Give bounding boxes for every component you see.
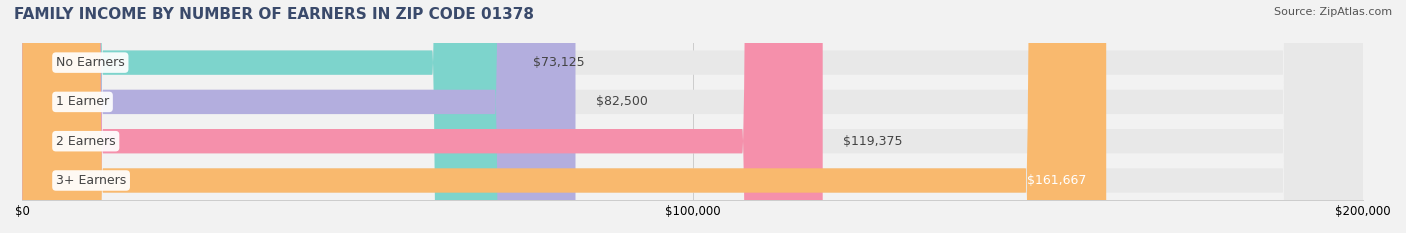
Text: Source: ZipAtlas.com: Source: ZipAtlas.com <box>1274 7 1392 17</box>
Text: FAMILY INCOME BY NUMBER OF EARNERS IN ZIP CODE 01378: FAMILY INCOME BY NUMBER OF EARNERS IN ZI… <box>14 7 534 22</box>
Text: $119,375: $119,375 <box>842 135 903 148</box>
FancyBboxPatch shape <box>22 0 1364 233</box>
Text: 2 Earners: 2 Earners <box>56 135 115 148</box>
FancyBboxPatch shape <box>22 0 513 233</box>
FancyBboxPatch shape <box>22 0 1364 233</box>
FancyBboxPatch shape <box>22 0 575 233</box>
FancyBboxPatch shape <box>22 0 1364 233</box>
Text: $161,667: $161,667 <box>1026 174 1085 187</box>
Text: 1 Earner: 1 Earner <box>56 95 110 108</box>
Text: No Earners: No Earners <box>56 56 125 69</box>
Text: $82,500: $82,500 <box>596 95 648 108</box>
FancyBboxPatch shape <box>22 0 1107 233</box>
Text: 3+ Earners: 3+ Earners <box>56 174 127 187</box>
Text: $73,125: $73,125 <box>533 56 585 69</box>
FancyBboxPatch shape <box>22 0 1364 233</box>
FancyBboxPatch shape <box>22 0 823 233</box>
